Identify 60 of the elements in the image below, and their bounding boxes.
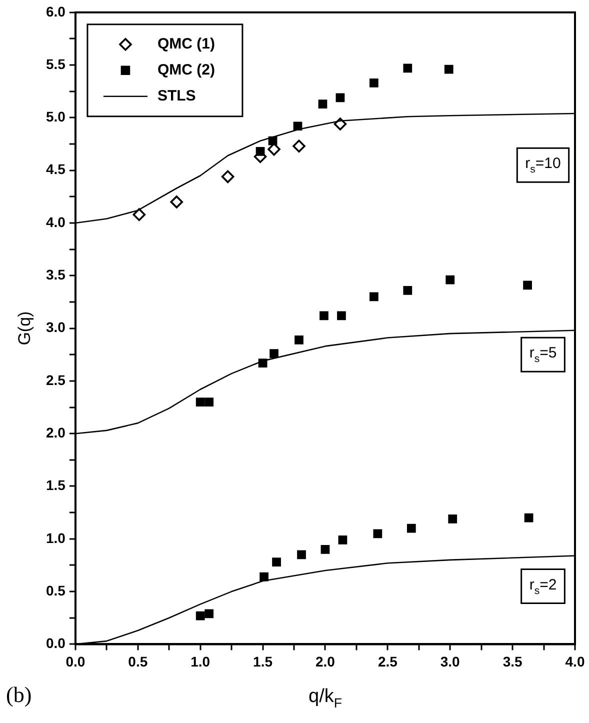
x-tick-label: 2.5: [378, 653, 398, 670]
point: [260, 572, 268, 582]
y-tick-label: 3.5: [46, 266, 66, 283]
point: [406, 524, 416, 533]
y-tick-label: 5.5: [46, 56, 66, 72]
y-axis-title: G(q): [15, 311, 34, 346]
point: [320, 544, 330, 554]
y-tick-label: 4.5: [46, 161, 66, 178]
point: [270, 349, 278, 358]
x-tick-label: 2.0: [315, 653, 336, 670]
x-tick-label: 0.5: [128, 653, 148, 670]
point: [272, 558, 281, 566]
point: [196, 398, 205, 406]
x-tick-label: 1.0: [190, 653, 210, 670]
point: [318, 100, 328, 108]
point: [370, 292, 378, 302]
legend-label: QMC (1): [157, 36, 215, 53]
point: [297, 550, 306, 560]
point: [338, 536, 348, 544]
point: [294, 335, 304, 344]
point: [132, 208, 146, 221]
point: [293, 122, 302, 131]
point: [524, 513, 534, 522]
x-tick-label: 3.5: [502, 653, 522, 670]
point: [403, 286, 412, 295]
y-tick-label: 4.0: [46, 214, 66, 230]
legend-label: QMC (2): [157, 62, 215, 79]
point: [336, 93, 345, 102]
text: (b): [6, 682, 32, 707]
point: [170, 196, 184, 208]
point: [258, 358, 268, 368]
x-tick-label: 4.0: [565, 653, 585, 670]
x-tick-label: 0.0: [66, 653, 86, 670]
point: [292, 140, 306, 153]
point: [370, 78, 378, 88]
y-tick-label: 0.5: [46, 582, 66, 598]
point: [403, 64, 412, 73]
y-tick-label: 2.0: [46, 424, 66, 440]
y-tick-label: 6.0: [46, 3, 66, 20]
point: [444, 64, 454, 74]
y-tick-label: 5.0: [46, 108, 66, 125]
point: [337, 311, 346, 320]
x-tick-label: 1.5: [253, 653, 273, 670]
point: [320, 311, 328, 320]
point: [373, 529, 382, 538]
y-tick-label: 0.0: [46, 635, 66, 652]
point: [221, 170, 234, 184]
y-tick-label: 2.5: [46, 372, 66, 388]
y-tick-label: 1.0: [46, 530, 66, 546]
point: [446, 275, 455, 284]
y-tick-label: 1.5: [46, 477, 66, 494]
y-tick-label: 3.0: [46, 319, 66, 336]
point: [204, 398, 214, 406]
x-tick-label: 3.0: [440, 653, 460, 670]
point: [204, 609, 214, 618]
point: [196, 611, 205, 620]
point: [448, 514, 458, 524]
point: [523, 280, 532, 290]
legend-label: STLS: [157, 88, 196, 105]
point: [334, 118, 347, 130]
